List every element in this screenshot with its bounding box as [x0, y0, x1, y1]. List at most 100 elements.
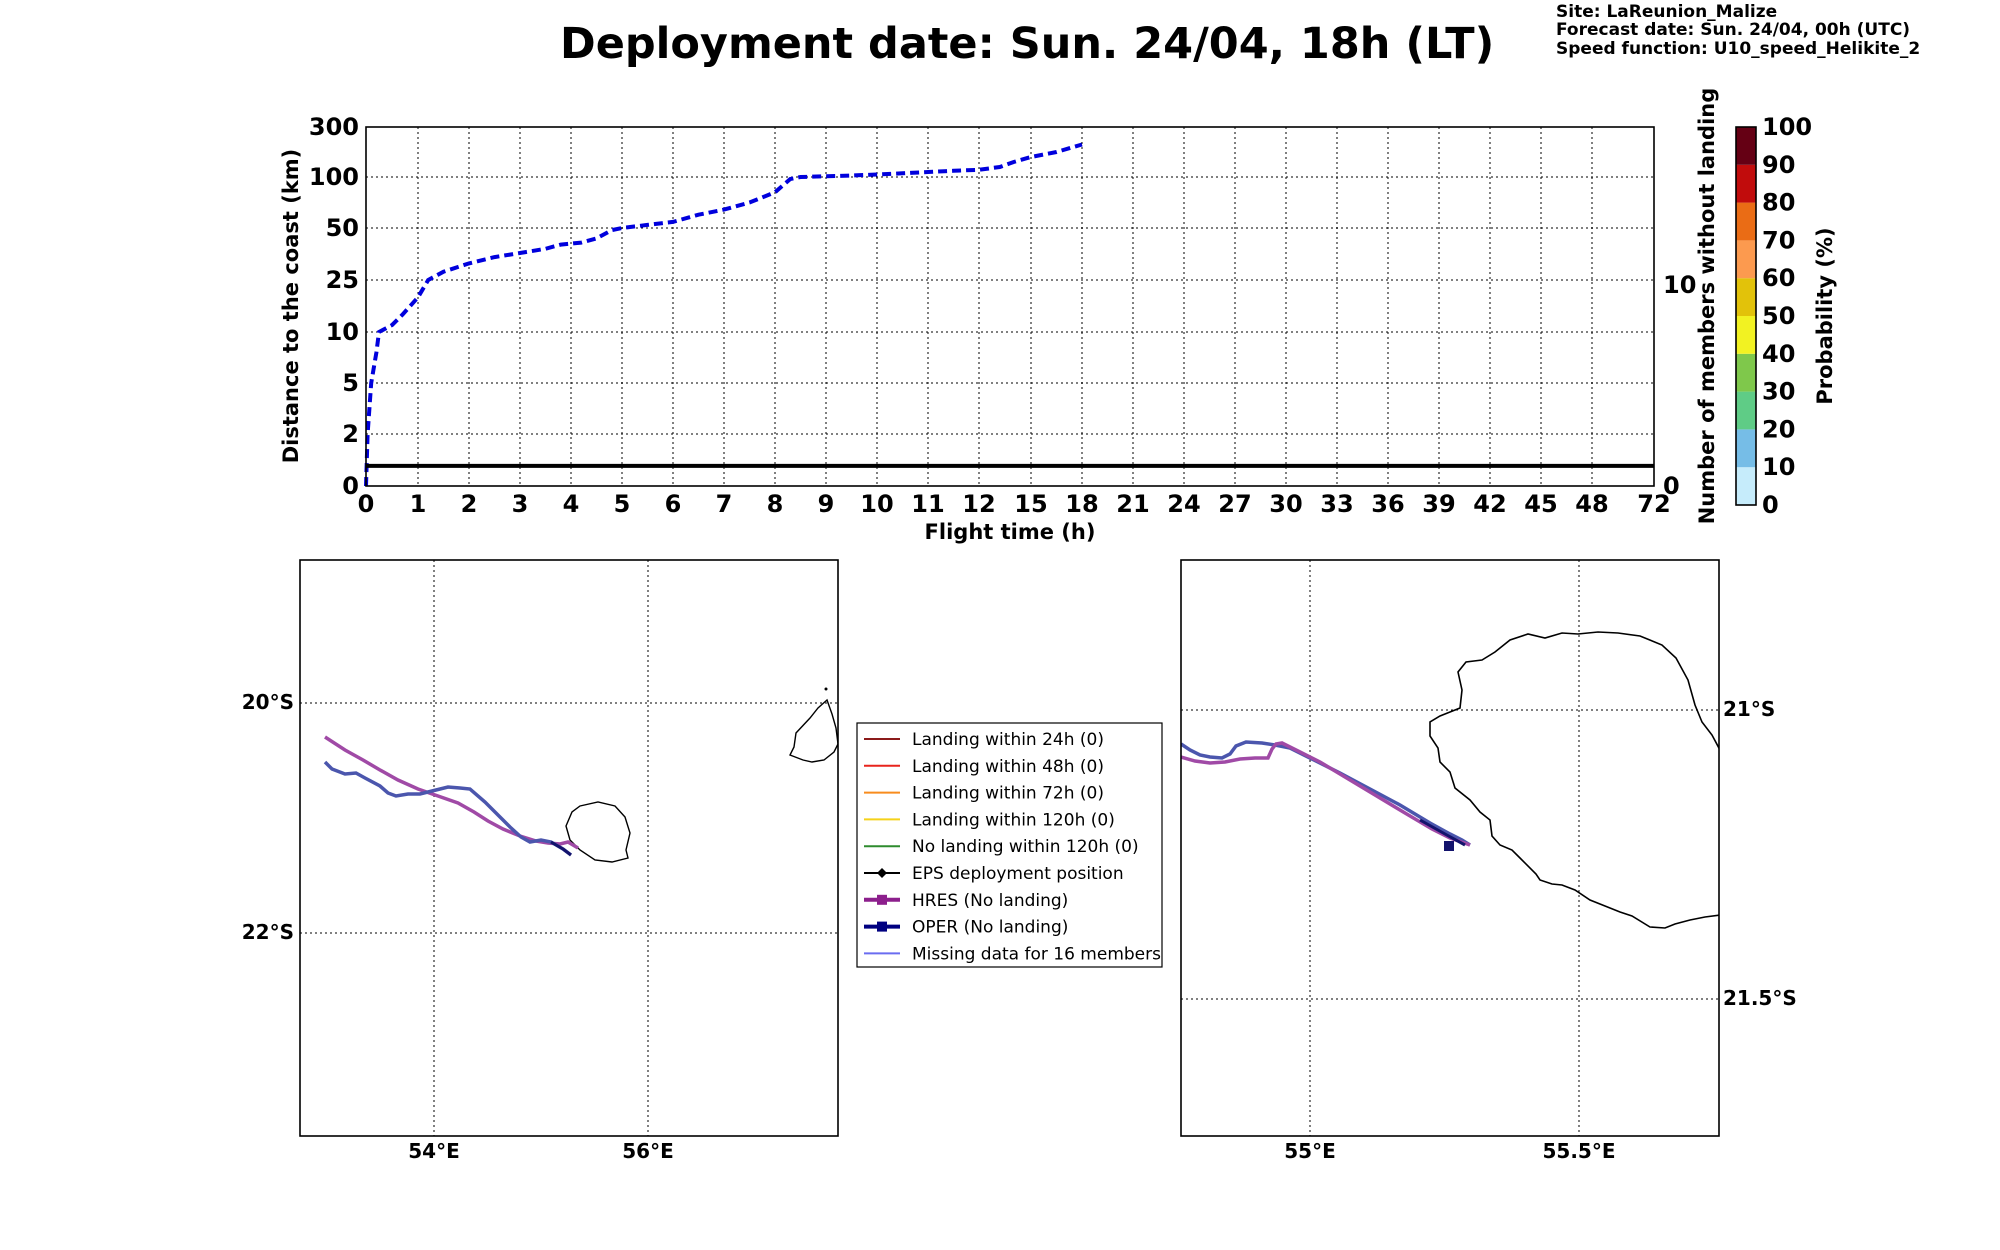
x-tick-label: 11 [911, 490, 944, 518]
x-tick-label: 12 [962, 490, 995, 518]
colorbar-tick-label: 0 [1762, 491, 1779, 519]
legend-item: Landing within 48h (0) [864, 757, 1104, 777]
legend-label: Landing within 72h (0) [912, 784, 1104, 804]
x-tick-label: 2 [461, 490, 478, 518]
colorbar-tick-labels: 0 10 20 30 40 50 60 70 80 90 100 [1762, 113, 1812, 519]
lon-label-55e: 55°E [1284, 1139, 1336, 1163]
legend-item: Landing within 72h (0) [864, 784, 1104, 804]
x-tick-label: 27 [1218, 490, 1251, 518]
x-tick-label: 6 [665, 490, 682, 518]
legend-item: Missing data for 16 members [864, 944, 1161, 964]
speed-function-label: Speed function: U10_speed_Helikite_2 [1556, 39, 1920, 59]
legend-item: No landing within 120h (0) [864, 837, 1139, 857]
x-tick-label: 8 [767, 490, 784, 518]
lon-label-55-5e: 55.5°E [1542, 1139, 1615, 1163]
colorbar-cell [1736, 127, 1756, 165]
lon-label-56e: 56°E [622, 1139, 674, 1163]
x-axis-label: Flight time (h) [925, 520, 1096, 544]
y-tick-label: 300 [309, 113, 359, 141]
y-tick-label: 2 [342, 420, 359, 448]
colorbar-tick-label: 50 [1762, 302, 1795, 330]
legend-marker [877, 921, 887, 932]
reunion-island-outline [565, 801, 631, 863]
x-tick-label: 36 [1371, 490, 1404, 518]
zoom-oper-track [1181, 740, 1471, 847]
map-zoom-frame [1180, 559, 1720, 1137]
site-label: Site: LaReunion_Malize [1556, 2, 1777, 22]
colorbar-tick-label: 20 [1762, 415, 1795, 443]
legend: Landing within 24h (0) Landing within 48h… [856, 722, 1163, 968]
forecast-label: Forecast date: Sun. 24/04, 00h (UTC) [1556, 20, 1910, 40]
colorbar-cell [1736, 316, 1756, 354]
x-tick-label: 0 [358, 490, 375, 518]
colorbar-cells [1736, 127, 1756, 505]
colorbar-tick-label: 40 [1762, 340, 1795, 368]
zoom-hres-track [1181, 741, 1471, 847]
x-tick-label: 24 [1167, 490, 1200, 518]
x-tick-label: 45 [1524, 490, 1557, 518]
x-tick-label: 3 [512, 490, 529, 518]
y2-tick-label: 10 [1663, 271, 1696, 299]
x-tick-label: 72 [1637, 490, 1670, 518]
colorbar-frame [1735, 126, 1757, 506]
x-tick-label: 5 [614, 490, 631, 518]
x-tick-label: 9 [818, 490, 835, 518]
x-tick-label: 33 [1320, 490, 1353, 518]
x-tick-label: 1 [410, 490, 427, 518]
legend-marker [877, 868, 887, 878]
colorbar-cell [1736, 164, 1756, 203]
legend-label: No landing within 120h (0) [912, 837, 1139, 857]
legend-label: OPER (No landing) [912, 918, 1068, 938]
chart-grid [366, 127, 1654, 486]
y-axis-label: Distance to the coast (km) [279, 149, 303, 464]
legend-label: Missing data for 16 members [912, 944, 1161, 964]
y-tick-label: 25 [326, 266, 359, 294]
track-end-segment [550, 840, 572, 857]
mauritius-island-outline [789, 698, 838, 763]
y-tick-label: 50 [326, 214, 359, 242]
lon-label-54e: 54°E [408, 1139, 460, 1163]
x-tick-label: 10 [860, 490, 893, 518]
colorbar-tick-label: 60 [1762, 264, 1795, 292]
legend-label: EPS deployment position [912, 864, 1124, 884]
reunion-coastline [1429, 631, 1719, 929]
map-overview-frame [299, 559, 839, 1137]
colorbar-tick-label: 80 [1762, 189, 1795, 217]
y-tick-label: 5 [342, 369, 359, 397]
y2-tick-label: 0 [1663, 472, 1680, 500]
x-tick-label: 48 [1575, 490, 1608, 518]
x-tick-labels: 0 1 2 3 4 5 6 7 8 9 10 11 12 15 18 21 24 27 30 33 36 39 42 45 48… [358, 490, 1671, 518]
oper-track [323, 760, 573, 857]
lat-label-20s: 20°S [242, 690, 294, 714]
y-tick-label: 100 [309, 163, 359, 191]
legend-label: Landing within 48h (0) [912, 757, 1104, 777]
colorbar-tick-label: 30 [1762, 378, 1795, 406]
colorbar-tick-label: 10 [1762, 453, 1795, 481]
lat-label-21-5s: 21.5°S [1723, 986, 1797, 1010]
chart-series [364, 142, 1654, 487]
x-tick-label: 21 [1116, 490, 1149, 518]
x-tick-label: 30 [1269, 490, 1302, 518]
y-tick-label: 10 [326, 318, 359, 346]
legend-marker [877, 894, 887, 905]
x-tick-label: 42 [1473, 490, 1506, 518]
hres-track [324, 735, 579, 850]
colorbar-label: Probability (%) [1813, 227, 1837, 404]
legend-item: HRES (No landing) [864, 891, 1068, 911]
zoom-track-end-segment [1419, 818, 1466, 847]
legend-label: HRES (No landing) [912, 891, 1068, 911]
colorbar-cell [1736, 278, 1756, 316]
map-zoom: 21°S 21.5°S 55°E 55.5°E [1180, 559, 1797, 1163]
colorbar-cell [1736, 202, 1756, 241]
page-title: Deployment date: Sun. 24/04, 18h (LT) [560, 19, 1494, 69]
colorbar-cell [1736, 353, 1756, 392]
x-tick-label: 4 [563, 490, 580, 518]
map-overview: 20°S 22°S 54°E 56°E [242, 559, 839, 1163]
colorbar-cell [1736, 391, 1756, 430]
legend-item: Landing within 24h (0) [864, 730, 1104, 750]
oper-deployment-marker [1444, 841, 1454, 851]
distance-chart: 0 1 2 3 4 5 6 7 8 9 10 11 12 15 18 21 24 27 30 33 36 39 42 45 48… [279, 88, 1719, 544]
y2-axis-label: Number of members without landing [1695, 88, 1719, 525]
x-tick-label: 15 [1014, 490, 1047, 518]
